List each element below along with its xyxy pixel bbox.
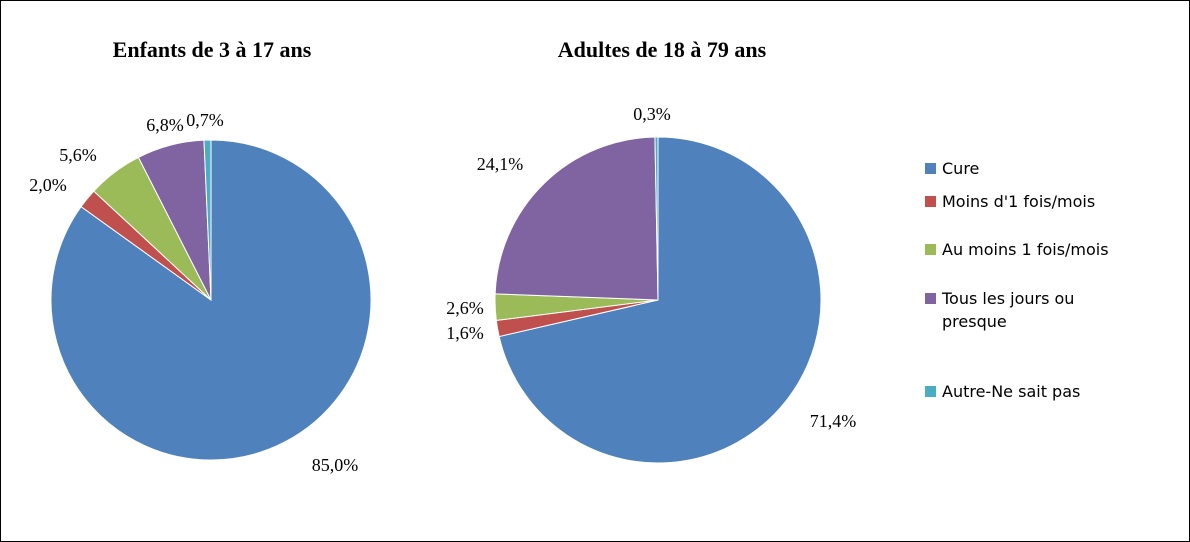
chart-title: Adultes de 18 à 79 ans: [558, 37, 767, 62]
legend-item: Au moins 1 fois/mois: [925, 238, 1165, 261]
legend-item: Cure: [925, 157, 1165, 180]
pie-slice: [203, 139, 212, 301]
legend-item: Autre-Ne sait pas: [925, 380, 1165, 403]
data-label: 2,6%: [446, 298, 484, 318]
data-label: 6,8%: [146, 115, 184, 135]
legend-label: Tous les jours ou presque: [942, 289, 1075, 331]
data-label: 1,6%: [446, 323, 484, 343]
legend-item: Moins d'1 fois/mois: [925, 190, 1165, 213]
pie-slice: [494, 136, 659, 301]
pie-slice: [654, 136, 659, 301]
legend-label: Moins d'1 fois/mois: [942, 192, 1096, 211]
legend-label: Au moins 1 fois/mois: [942, 240, 1109, 259]
data-label: 0,3%: [633, 104, 671, 124]
legend-swatch: [925, 244, 936, 255]
data-label: 2,0%: [29, 175, 67, 195]
chart-title: Enfants de 3 à 17 ans: [113, 37, 312, 62]
data-label: 85,0%: [312, 455, 359, 475]
data-label: 24,1%: [477, 154, 524, 174]
legend-item: Tous les jours ou presque: [925, 287, 1165, 333]
legend-swatch: [925, 386, 936, 397]
legend-label: Autre-Ne sait pas: [942, 382, 1081, 401]
legend-label: Cure: [942, 159, 980, 178]
legend-swatch: [925, 163, 936, 174]
data-label: 0,7%: [186, 110, 224, 130]
legend-swatch: [925, 196, 936, 207]
data-label: 71,4%: [810, 411, 857, 431]
data-label: 5,6%: [59, 145, 97, 165]
pie-slice: [498, 136, 822, 464]
legend-swatch: [925, 293, 936, 304]
